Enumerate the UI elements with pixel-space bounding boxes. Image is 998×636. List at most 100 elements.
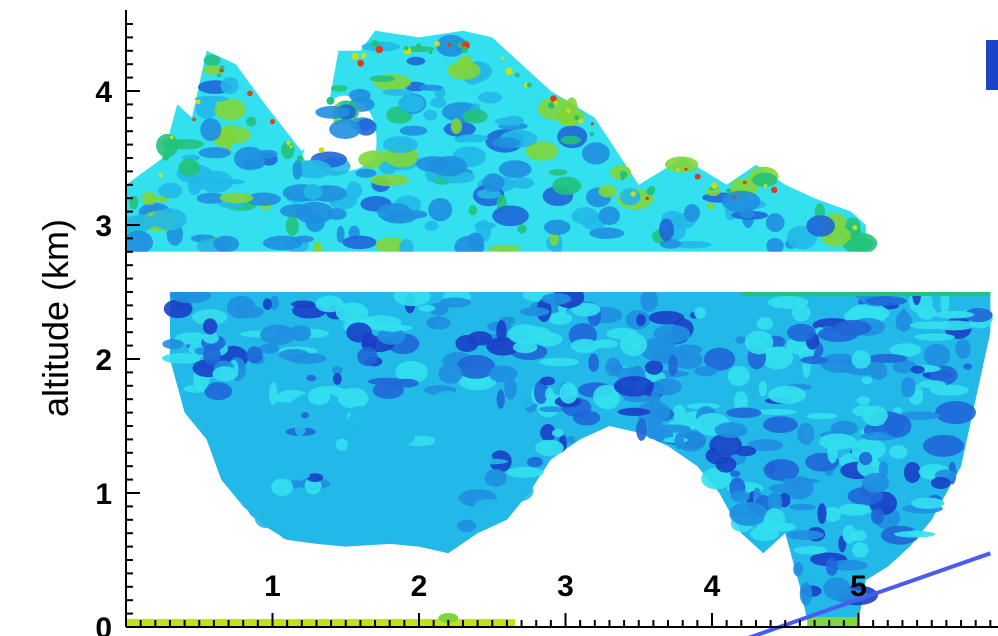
reflectivity-patch (721, 190, 761, 213)
reflectivity-patch (674, 432, 684, 450)
reflectivity-patch (861, 376, 873, 385)
reflectivity-patch (203, 344, 221, 366)
reflectivity-patch (467, 331, 493, 346)
reflectivity-patch (933, 320, 975, 331)
reflectivity-patch (348, 470, 366, 478)
reflectivity-patch (544, 387, 554, 401)
reflectivity-patch (730, 470, 741, 477)
reflectivity-speckle (428, 50, 433, 55)
reflectivity-speckle (711, 182, 718, 189)
reflectivity-patch (295, 458, 332, 465)
reflectivity-patch (204, 382, 233, 401)
reflectivity-patch (478, 91, 503, 104)
reflectivity-patch (525, 141, 559, 161)
reflectivity-patch (668, 354, 678, 377)
reflectivity-patch (507, 324, 543, 345)
reflectivity-patch (818, 433, 857, 450)
reflectivity-patch (488, 365, 518, 383)
reflectivity-patch (793, 546, 828, 555)
reflectivity-patch (819, 353, 860, 373)
reflectivity-patch (763, 508, 786, 532)
reflectivity-patch (835, 319, 872, 336)
reflectivity-patch (914, 333, 955, 341)
reflectivity-patch (488, 244, 521, 253)
reflectivity-patch (196, 192, 226, 204)
reflectivity-patch (539, 357, 579, 367)
reflectivity-speckle (726, 188, 732, 194)
reflectivity-patch (251, 459, 286, 473)
reflectivity-patch (588, 353, 599, 372)
lower-layer-top-edge (741, 292, 991, 296)
reflectivity-patch (862, 405, 888, 427)
reflectivity-patch (381, 324, 403, 332)
reflectivity-patch (447, 61, 481, 80)
reflectivity-patch (456, 354, 496, 379)
reflectivity-patch (300, 412, 309, 419)
reflectivity-patch (351, 504, 367, 512)
reflectivity-speckle (289, 144, 293, 149)
reflectivity-patch (761, 346, 794, 370)
reflectivity-patch (589, 227, 625, 239)
reflectivity-patch (320, 516, 335, 530)
reflectivity-patch (473, 498, 505, 516)
reflectivity-patch (730, 490, 751, 503)
reflectivity-patch (294, 421, 306, 437)
legend-color-patch (986, 40, 998, 90)
reflectivity-speckle (548, 102, 555, 109)
reflectivity-patch (791, 304, 811, 322)
reflectivity-speckle (620, 176, 625, 181)
reflectivity-patch (357, 347, 378, 366)
reflectivity-speckle (371, 40, 379, 48)
reflectivity-patch (539, 376, 556, 386)
reflectivity-patch (141, 191, 158, 205)
reflectivity-patch (347, 412, 367, 431)
reflectivity-patch (317, 415, 346, 425)
reflectivity-patch (245, 116, 257, 127)
reflectivity-speckle (771, 186, 778, 194)
reflectivity-patch (800, 356, 828, 365)
reflectivity-patch (652, 378, 682, 396)
reflectivity-patch (701, 467, 732, 490)
reflectivity-patch (307, 387, 331, 406)
reflectivity-speckle (590, 122, 594, 126)
y-tick-label: 2 (95, 344, 112, 377)
reflectivity-patch (636, 401, 671, 424)
reflectivity-speckle (461, 46, 469, 53)
reflectivity-patch (744, 330, 774, 355)
reflectivity-speckle (578, 118, 584, 124)
reflectivity-patch (537, 97, 573, 121)
reflectivity-speckle (645, 196, 650, 201)
reflectivity-patch (492, 137, 521, 149)
overlay-line (747, 551, 992, 636)
reflectivity-patch (382, 136, 418, 154)
reflectivity-patch (645, 360, 664, 375)
reflectivity-speckle (360, 52, 367, 59)
reflectivity-patch (398, 94, 425, 113)
reflectivity-speckle (220, 65, 225, 70)
reflectivity-patch (940, 291, 950, 314)
reflectivity-patch (922, 434, 965, 457)
reflectivity-patch (346, 181, 362, 200)
reflectivity-patch (894, 530, 936, 538)
reflectivity-patch (901, 376, 916, 398)
x-tick-label: 2 (411, 570, 428, 603)
reflectivity-patch (838, 503, 871, 516)
reflectivity-patch (917, 305, 937, 320)
reflectivity-patch (195, 98, 219, 119)
reflectivity-patch (220, 77, 240, 95)
y-tick-label: 3 (95, 210, 112, 243)
reflectivity-patch (178, 158, 201, 177)
reflectivity-patch (593, 384, 620, 409)
reflectivity-patch (258, 344, 280, 354)
reflectivity-patch (672, 350, 704, 369)
reflectivity-patch (312, 241, 323, 255)
reflectivity-patch (126, 230, 154, 255)
reflectivity-patch (664, 156, 699, 173)
reflectivity-patch (457, 55, 473, 69)
data-gap-band (127, 251, 998, 292)
tick-labels: 0 1 2 3 4 1 2 3 4 5 (95, 76, 867, 636)
reflectivity-speckle (158, 173, 163, 178)
reflectivity-patch (430, 97, 447, 108)
reflectivity-speckle (733, 195, 737, 199)
x-tick-label: 5 (850, 570, 867, 603)
